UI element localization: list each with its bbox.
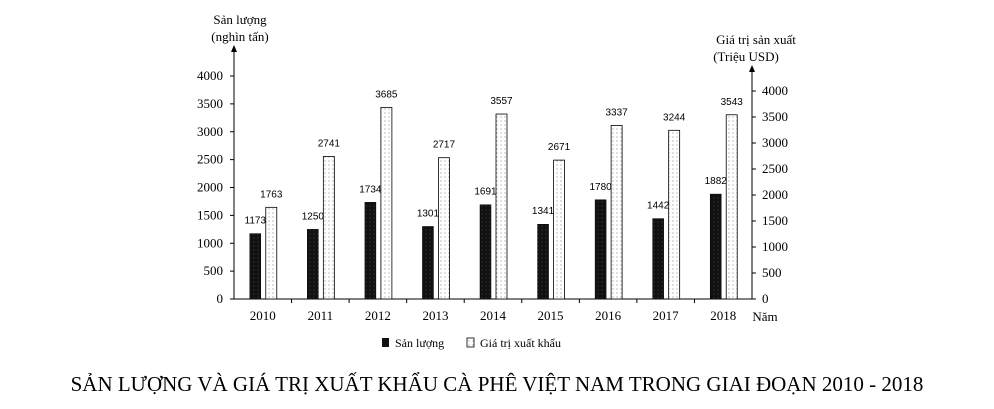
legend-swatch-san-luong [382,338,389,347]
data-label-gia-tri-xuat-khau: 2741 [318,138,341,149]
data-label-gia-tri-xuat-khau: 2717 [433,140,456,151]
bar-gia-tri-xuat-khau [380,106,393,300]
x-axis-label: Năm [752,309,777,324]
data-labels: 1173 1763 1250 2741 1734 3685 1301 2717 1691 3557… [245,89,744,226]
left-tick-label: 3500 [197,96,223,111]
bar-san-luong [249,233,262,300]
left-axis-label-line1: Sản lượng [213,12,267,27]
right-tick-label: 1000 [762,239,788,254]
bar-gia-tri-xuat-khau [265,206,278,300]
left-tick-label: 4000 [197,68,223,83]
x-tick-label: 2012 [365,308,391,323]
bar-san-luong [709,193,722,300]
bar-san-luong [364,202,377,300]
bar-san-luong [594,199,607,300]
right-tick-label: 3500 [762,109,788,124]
right-axis-label-line1: Giá trị sản xuất [716,32,796,47]
tick-labels: 0 500 1000 1500 2000 2500 3000 3500 4000 0 500 1000… [197,68,788,323]
bar-gia-tri-xuat-khau [610,125,623,300]
legend-label-gia-tri: Giá trị xuất khẩu [480,336,561,350]
data-label-gia-tri-xuat-khau: 3685 [375,89,398,100]
bar-san-luong [479,204,492,300]
right-tick-label: 2500 [762,161,788,176]
data-label-gia-tri-xuat-khau: 3337 [605,107,628,118]
legend-swatch-gia-tri [466,337,475,348]
data-label-san-luong: 1882 [705,176,728,187]
x-tick-label: 2014 [480,308,507,323]
data-label-san-luong: 1341 [532,206,555,217]
left-tick-label: 3000 [197,124,223,139]
right-axis-label-line2: (Triệu USD) [713,49,779,64]
data-label-san-luong: 1442 [647,201,670,212]
bar-gia-tri-xuat-khau [495,113,508,300]
data-label-san-luong: 1301 [417,208,440,219]
right-tick-label: 3000 [762,135,788,150]
data-label-san-luong: 1691 [474,187,497,198]
left-tick-label: 2500 [197,152,223,167]
data-label-gia-tri-xuat-khau: 3543 [721,97,744,108]
data-label-gia-tri-xuat-khau: 2671 [548,142,571,153]
x-tick-label: 2017 [653,308,680,323]
data-label-san-luong: 1780 [589,182,612,193]
right-tick-label: 500 [762,265,782,280]
data-label-gia-tri-xuat-khau: 3244 [663,112,686,123]
bar-san-luong [537,223,549,300]
bar-san-luong [422,226,434,300]
left-tick-label: 1000 [197,235,223,250]
bar-san-luong [652,218,664,300]
x-tick-label: 2016 [595,308,622,323]
bar-gia-tri-xuat-khau [322,156,335,300]
legend-label-san-luong: Sản lượng [395,336,444,350]
data-label-san-luong: 1173 [245,216,267,227]
left-tick-label: 1500 [197,207,223,222]
data-label-san-luong: 1734 [359,184,382,195]
data-label-san-luong: 1250 [302,211,325,222]
x-tick-label: 2011 [308,308,334,323]
bars [249,106,738,300]
left-tick-label: 0 [217,291,224,306]
x-tick-label: 2015 [538,308,564,323]
left-tick-label: 500 [204,263,224,278]
x-tick-label: 2013 [422,308,448,323]
legend: Sản lượng Giá trị xuất khẩu [382,336,561,350]
right-tick-label: 2000 [762,187,788,202]
bar-gia-tri-xuat-khau [438,157,450,300]
right-tick-label: 4000 [762,83,788,98]
axes [230,45,756,303]
left-axis-arrow [231,45,237,52]
right-tick-label: 0 [762,291,769,306]
x-tick-label: 2010 [250,308,276,323]
bar-san-luong [307,229,319,300]
chart: Sản lượng (nghìn tấn) Giá trị sản xuất (… [197,12,796,350]
bar-gia-tri-xuat-khau [668,129,681,300]
data-label-gia-tri-xuat-khau: 3557 [490,96,513,107]
chart-title: SẢN LƯỢNG VÀ GIÁ TRỊ XUẤT KHẨU CÀ PHÊ VI… [70,372,924,396]
x-tick-label: 2018 [710,308,736,323]
left-tick-label: 2000 [197,180,223,195]
left-axis-label-line2: (nghìn tấn) [211,29,268,44]
right-tick-label: 1500 [762,213,788,228]
bar-gia-tri-xuat-khau [725,114,738,300]
bar-gia-tri-xuat-khau [553,159,565,300]
data-label-gia-tri-xuat-khau: 1763 [260,189,283,200]
right-axis-arrow [749,65,755,72]
